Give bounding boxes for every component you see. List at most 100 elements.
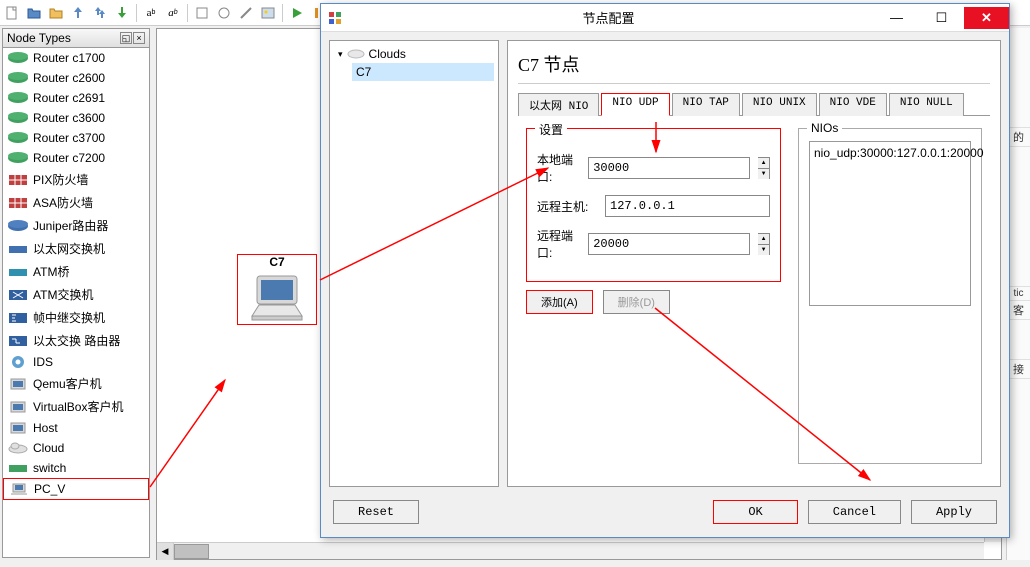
save-icon[interactable] (68, 3, 88, 23)
tree-item-c7[interactable]: C7 (352, 63, 494, 81)
tree-expand-icon[interactable]: ▾ (338, 49, 343, 60)
node-item-asa防火墙[interactable]: ASA防火墙 (3, 191, 149, 214)
local-port-spinner[interactable]: ▲▼ (758, 157, 770, 179)
remote-port-label: 远程端口: (537, 227, 580, 261)
switch-blue-icon (7, 242, 29, 256)
remote-port-spinner[interactable]: ▲▼ (758, 233, 770, 255)
node-label: ASA防火墙 (33, 194, 93, 211)
apply-button[interactable]: Apply (911, 500, 997, 524)
node-config-dialog: 节点配置 — ☐ ✕ ▾ Clouds C7 C7 节点 以太网 NIONIO … (320, 3, 1010, 538)
shape2-icon[interactable] (214, 3, 234, 23)
node-item-pc_v[interactable]: PC_V (3, 478, 149, 500)
local-port-label: 本地端口: (537, 151, 580, 185)
shape1-icon[interactable] (192, 3, 212, 23)
play-icon[interactable] (287, 3, 307, 23)
node-item-router-c7200[interactable]: Router c7200 (3, 148, 149, 168)
node-label: PC_V (34, 482, 65, 496)
switch-g-icon (7, 461, 29, 475)
computer-icon (247, 271, 307, 321)
node-item-cloud[interactable]: Cloud (3, 438, 149, 458)
node-item-atm交换机[interactable]: ATM交换机 (3, 283, 149, 306)
delete-button[interactable]: 删除(D) (603, 290, 670, 314)
node-item-ids[interactable]: IDS (3, 352, 149, 372)
router-icon (7, 91, 29, 105)
remote-port-input[interactable] (588, 233, 750, 255)
node-item-以太网交换机[interactable]: 以太网交换机 (3, 237, 149, 260)
sliver-text: 的 (1007, 128, 1030, 147)
saveall-icon[interactable] (90, 3, 110, 23)
remote-host-label: 远程主机: (537, 198, 597, 215)
node-item-router-c1700[interactable]: Router c1700 (3, 48, 149, 68)
node-item-host[interactable]: Host (3, 418, 149, 438)
sliver-text2: tic (1007, 287, 1030, 301)
link-icon[interactable] (236, 3, 256, 23)
panel-close-icon[interactable]: × (133, 32, 145, 44)
image-icon[interactable] (258, 3, 278, 23)
canvas-node-c7[interactable]: C7 (237, 254, 317, 325)
sliver-text4: 接 (1007, 360, 1030, 379)
node-label: Router c3700 (33, 131, 105, 145)
panel-float-icon[interactable]: ◱ (120, 32, 132, 44)
tab-nio-vde[interactable]: NIO VDE (819, 93, 887, 116)
nios-list[interactable]: nio_udp:30000:127.0.0.1:20000 (809, 141, 971, 306)
node-item-pix防火墙[interactable]: PIX防火墙 (3, 168, 149, 191)
h-scrollbar[interactable]: ◀ (157, 542, 984, 559)
text-b-icon[interactable]: ab (163, 3, 183, 23)
cloud-icon (347, 49, 365, 59)
minimize-button[interactable]: — (874, 7, 919, 29)
tab-nio-null[interactable]: NIO NULL (889, 93, 964, 116)
tab-nio-udp[interactable]: NIO UDP (601, 93, 669, 116)
open-icon[interactable] (24, 3, 44, 23)
node-label: Router c3600 (33, 111, 105, 125)
close-button[interactable]: ✕ (964, 7, 1009, 29)
node-item-router-c2691[interactable]: Router c2691 (3, 88, 149, 108)
ok-button[interactable]: OK (713, 500, 797, 524)
node-item-帧中继交换机[interactable]: 帧中继交换机 (3, 306, 149, 329)
node-types-panel: Node Types ◱ × Router c1700Router c2600R… (2, 28, 150, 558)
fr-icon (7, 311, 29, 325)
router-icon (7, 111, 29, 125)
dialog-app-icon (327, 10, 343, 26)
host-icon (7, 421, 29, 435)
node-item-switch[interactable]: switch (3, 458, 149, 478)
tab-content: 设置 本地端口: ▲▼ 远程主机: 远程端口: (518, 116, 990, 476)
new-file-icon[interactable] (2, 3, 22, 23)
router-icon (7, 151, 29, 165)
export-icon[interactable] (112, 3, 132, 23)
node-label: switch (33, 461, 66, 475)
remote-host-input[interactable] (605, 195, 770, 217)
vbox-icon (7, 400, 29, 414)
tab-以太网-nio[interactable]: 以太网 NIO (518, 93, 599, 116)
node-label: VirtualBox客户机 (33, 398, 123, 415)
canvas-node-label: C7 (238, 255, 316, 269)
maximize-button[interactable]: ☐ (919, 7, 964, 29)
node-label: Qemu客户机 (33, 375, 102, 392)
firewall-icon (7, 173, 29, 187)
atm-x-icon (7, 288, 29, 302)
node-item-router-c3700[interactable]: Router c3700 (3, 128, 149, 148)
reset-button[interactable]: Reset (333, 500, 419, 524)
node-item-virtualbox客户机[interactable]: VirtualBox客户机 (3, 395, 149, 418)
nios-item[interactable]: nio_udp:30000:127.0.0.1:20000 (814, 146, 966, 160)
node-label: Cloud (33, 441, 64, 455)
node-item-atm桥[interactable]: ATM桥 (3, 260, 149, 283)
sliver-text3: 客 (1007, 301, 1030, 320)
panel-title-bar: Node Types ◱ × (3, 29, 149, 48)
settings-fieldset: 设置 本地端口: ▲▼ 远程主机: 远程端口: (526, 128, 781, 282)
tab-nio-tap[interactable]: NIO TAP (672, 93, 740, 116)
local-port-input[interactable] (588, 157, 750, 179)
open2-icon[interactable] (46, 3, 66, 23)
node-item-router-c2600[interactable]: Router c2600 (3, 68, 149, 88)
add-button[interactable]: 添加(A) (526, 290, 593, 314)
node-item-qemu客户机[interactable]: Qemu客户机 (3, 372, 149, 395)
cancel-button[interactable]: Cancel (808, 500, 901, 524)
pc-icon (8, 482, 30, 496)
router-icon (7, 51, 29, 65)
tab-nio-unix[interactable]: NIO UNIX (742, 93, 817, 116)
text-a-icon[interactable]: ab (141, 3, 161, 23)
dialog-titlebar[interactable]: 节点配置 — ☐ ✕ (321, 4, 1009, 32)
node-item-以太交换-路由器[interactable]: 以太交换 路由器 (3, 329, 149, 352)
tree-item-clouds[interactable]: ▾ Clouds (334, 45, 494, 63)
node-item-router-c3600[interactable]: Router c3600 (3, 108, 149, 128)
node-item-juniper路由器[interactable]: Juniper路由器 (3, 214, 149, 237)
